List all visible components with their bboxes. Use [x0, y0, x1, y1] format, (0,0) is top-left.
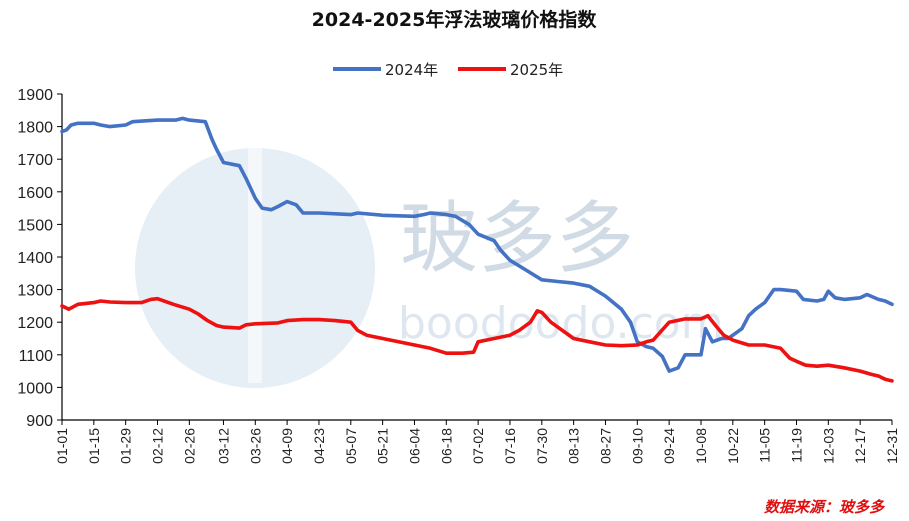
x-tick-label: 12-03 — [820, 428, 836, 464]
y-tick-label: 1700 — [17, 152, 53, 169]
x-tick-label: 01-15 — [86, 428, 102, 464]
x-tick-label: 07-02 — [470, 428, 486, 464]
y-ticks: 900 1000 1100 1200 1300 1400 1500 1600 1700 1800 1… — [17, 87, 62, 430]
watermark-url: boodoodo.com — [398, 298, 724, 349]
y-tick-label: 1300 — [17, 283, 53, 300]
y-tick-label: 1000 — [17, 380, 53, 397]
x-ticks: 01-01 01-15 01-29 02-12 02-26 03-12 03-26 04-09… — [54, 420, 900, 464]
x-tick-label: 09-10 — [629, 428, 645, 464]
x-tick-label: 01-29 — [118, 428, 134, 464]
series-line-2 — [60, 296, 894, 383]
watermark-text: 玻多多 — [400, 194, 634, 284]
y-tick-label: 1900 — [17, 87, 53, 104]
series-lines — [60, 116, 894, 383]
y-tick-label: 1500 — [17, 217, 53, 234]
x-tick-label: 02-12 — [150, 428, 166, 464]
chart-title: 2024-2025年浮法玻璃价格指数 — [312, 8, 598, 31]
series-line-1 — [60, 116, 894, 373]
x-tick-label: 07-16 — [502, 428, 518, 464]
legend: 2024年 2025年 — [333, 61, 563, 79]
x-tick-label: 12-31 — [884, 428, 900, 464]
legend-label-1: 2024年 — [385, 61, 438, 79]
legend-label-2: 2025年 — [510, 61, 563, 79]
source-note: 数据来源：玻多多 — [764, 498, 885, 516]
x-tick-label: 05-21 — [375, 428, 391, 464]
x-tick-label: 04-23 — [311, 428, 327, 464]
x-tick-label: 12-17 — [852, 428, 868, 464]
x-tick-label: 02-26 — [181, 428, 197, 464]
x-tick-label: 10-22 — [725, 428, 741, 464]
x-tick-label: 04-09 — [279, 428, 295, 464]
y-tick-label: 1200 — [17, 315, 53, 332]
y-tick-label: 1400 — [17, 250, 53, 267]
y-tick-label: 1100 — [19, 348, 54, 365]
watermark: 玻多多 boodoodo.com — [135, 148, 724, 388]
x-tick-label: 07-30 — [534, 428, 550, 464]
x-tick-label: 05-07 — [343, 428, 359, 464]
y-tick-label: 1800 — [17, 120, 53, 137]
x-tick-label: 08-13 — [566, 428, 582, 464]
x-tick-label: 03-12 — [215, 428, 231, 464]
x-tick-label: 03-26 — [247, 428, 263, 464]
x-tick-label: 09-24 — [661, 428, 677, 464]
x-tick-label: 11-19 — [788, 428, 804, 463]
x-tick-label: 06-18 — [438, 428, 454, 464]
x-tick-label: 10-08 — [693, 428, 709, 464]
x-tick-label: 01-01 — [54, 428, 70, 464]
y-tick-label: 900 — [26, 413, 53, 430]
x-tick-label: 08-27 — [597, 428, 613, 464]
x-tick-label: 11-05 — [757, 428, 773, 463]
x-tick-label: 06-04 — [406, 428, 422, 464]
y-tick-label: 1600 — [17, 185, 53, 202]
